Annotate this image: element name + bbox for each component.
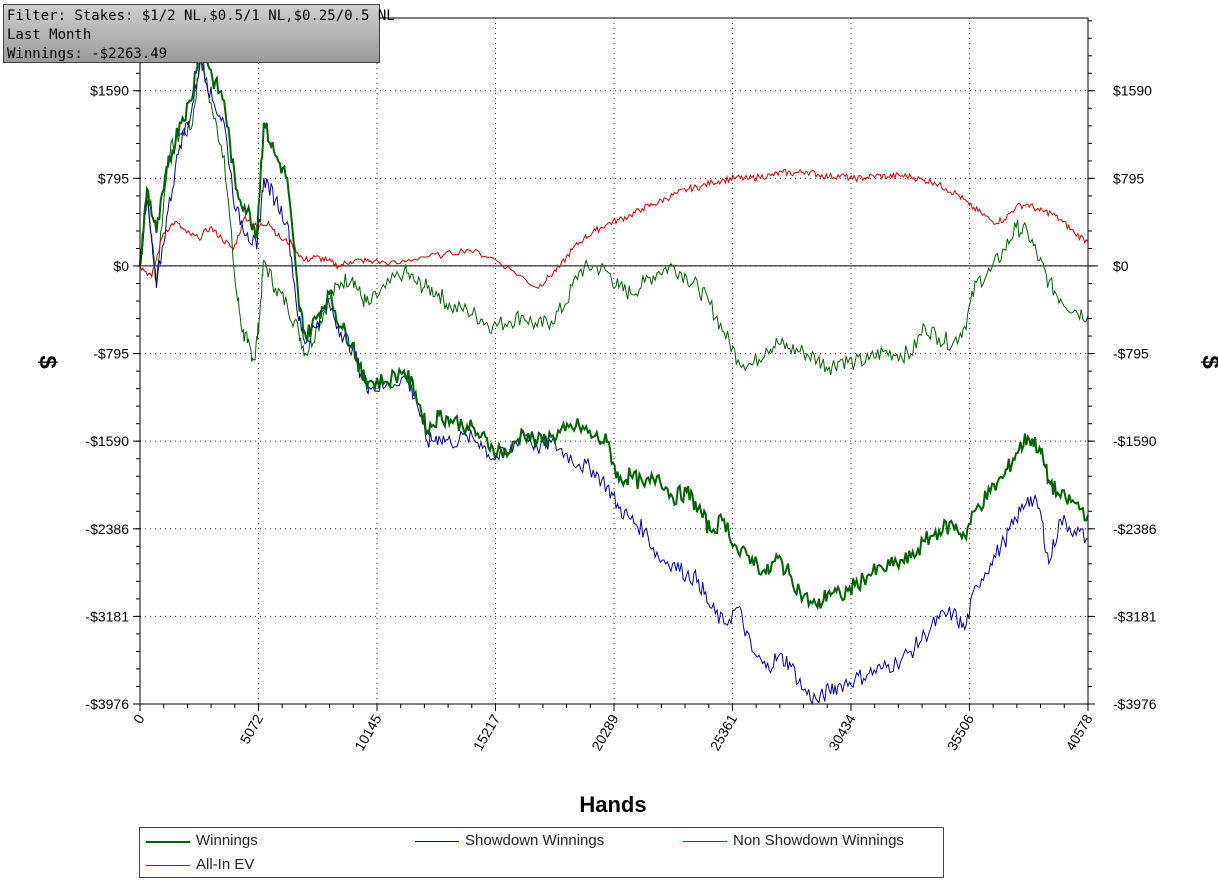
y-tick-label-left: -$1590 [85, 433, 129, 449]
legend-label-showdown: Showdown Winnings [465, 832, 605, 849]
series-line-all-in-ev [139, 56, 1089, 376]
filter-stakes-text: Filter: Stakes: $1/2 NL,$0.5/1 NL,$0.25/… [7, 8, 395, 24]
x-tick-label: 35506 [944, 711, 977, 753]
x-tick-label: 30434 [825, 711, 858, 753]
series-line-winnings [139, 34, 1089, 611]
y-tick-label-right: $795 [1113, 170, 1144, 186]
y-tick-label-right: -$1590 [1113, 433, 1157, 449]
chart-legend: Winnings Showdown Winnings Non Showdown … [139, 827, 944, 878]
legend-swatch-showdown [415, 841, 459, 842]
y-tick-label-left: -$2386 [85, 521, 129, 537]
x-tick-label: 40578 [1062, 711, 1095, 753]
y-tick-label-right: -$3976 [1113, 696, 1157, 712]
filter-info-box: Filter: Stakes: $1/2 NL,$0.5/1 NL,$0.25/… [3, 4, 395, 63]
legend-label-allin-ev: All-In EV [196, 856, 255, 873]
y-tick-label-left: -$795 [93, 346, 129, 362]
x-tick-label: 0 [130, 711, 148, 726]
y-tick-label-right: $0 [1113, 258, 1129, 274]
y-tick-label-left: -$3976 [85, 696, 129, 712]
y-tick-label-right: -$3181 [1113, 608, 1157, 624]
y-tick-label-right: $1590 [1113, 83, 1152, 99]
series-layer [139, 34, 1089, 706]
x-axis-label: Hands [579, 792, 646, 817]
y-tick-label-left: -$3181 [85, 608, 129, 624]
legend-swatch-non-showdown [683, 841, 727, 842]
x-tick-label: 25361 [707, 711, 740, 753]
y-tick-label-left: $0 [113, 258, 129, 274]
filter-winnings-text: Winnings: -$2263.49 [7, 46, 168, 62]
y-tick-label-left: $795 [98, 170, 129, 186]
series-line-non-showdown-winnings [139, 168, 1089, 289]
y-axis-label-left: $ [34, 355, 61, 369]
y-tick-label-left: $1590 [90, 83, 129, 99]
filter-period-text: Last Month [7, 27, 92, 43]
plot-area [140, 18, 1088, 704]
legend-swatch-allin-ev [146, 865, 190, 866]
x-tick-label: 20289 [588, 711, 621, 753]
y-tick-label-right: -$795 [1113, 346, 1149, 362]
legend-swatch-winnings [146, 841, 190, 843]
series-line-showdown-winnings [139, 55, 1089, 706]
legend-label-winnings: Winnings [196, 832, 258, 849]
x-tick-label: 15217 [470, 711, 503, 753]
y-tick-label-right: -$2386 [1113, 521, 1157, 537]
x-tick-label: 5072 [237, 711, 267, 746]
y-axis-label-right: $ [1197, 355, 1218, 369]
legend-label-non-showdown: Non Showdown Winnings [733, 832, 904, 849]
x-tick-label: 10145 [351, 711, 384, 753]
